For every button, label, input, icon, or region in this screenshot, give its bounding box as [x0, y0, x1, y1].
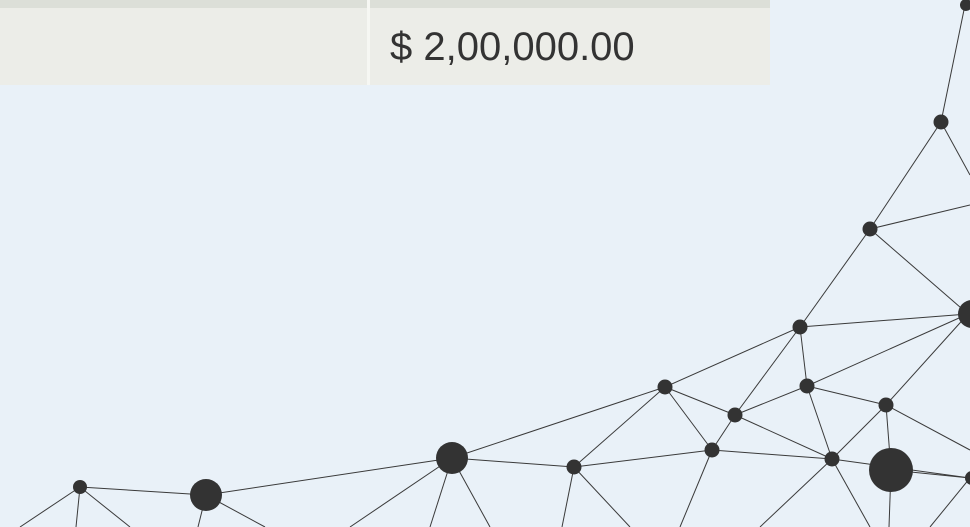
header-row [0, 0, 770, 8]
table-row [0, 8, 770, 85]
cell-divider [367, 0, 370, 85]
amount-cell: $ 2,00,000.00 [390, 25, 635, 69]
table: $ 2,00,000.00 [0, 0, 770, 85]
